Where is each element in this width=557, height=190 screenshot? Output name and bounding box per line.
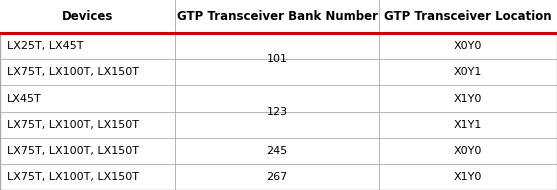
Text: 267: 267 <box>266 172 288 182</box>
Text: GTP Transceiver Bank Number: GTP Transceiver Bank Number <box>177 10 378 23</box>
Text: X0Y0: X0Y0 <box>454 146 482 156</box>
Text: 101: 101 <box>267 54 287 64</box>
Text: LX75T, LX100T, LX150T: LX75T, LX100T, LX150T <box>7 120 139 130</box>
Text: X0Y0: X0Y0 <box>454 41 482 51</box>
Text: X1Y0: X1Y0 <box>454 172 482 182</box>
Text: 123: 123 <box>267 107 287 117</box>
Text: LX75T, LX100T, LX150T: LX75T, LX100T, LX150T <box>7 67 139 78</box>
Text: X0Y1: X0Y1 <box>454 67 482 78</box>
Text: LX75T, LX100T, LX150T: LX75T, LX100T, LX150T <box>7 146 139 156</box>
Text: LX75T, LX100T, LX150T: LX75T, LX100T, LX150T <box>7 172 139 182</box>
Text: 245: 245 <box>266 146 288 156</box>
Text: GTP Transceiver Location: GTP Transceiver Location <box>384 10 551 23</box>
Text: Devices: Devices <box>62 10 114 23</box>
Text: LX45T: LX45T <box>7 93 41 104</box>
Text: X1Y1: X1Y1 <box>454 120 482 130</box>
Text: LX25T, LX45T: LX25T, LX45T <box>7 41 83 51</box>
Bar <box>0 0 557 33</box>
Text: X1Y0: X1Y0 <box>454 93 482 104</box>
